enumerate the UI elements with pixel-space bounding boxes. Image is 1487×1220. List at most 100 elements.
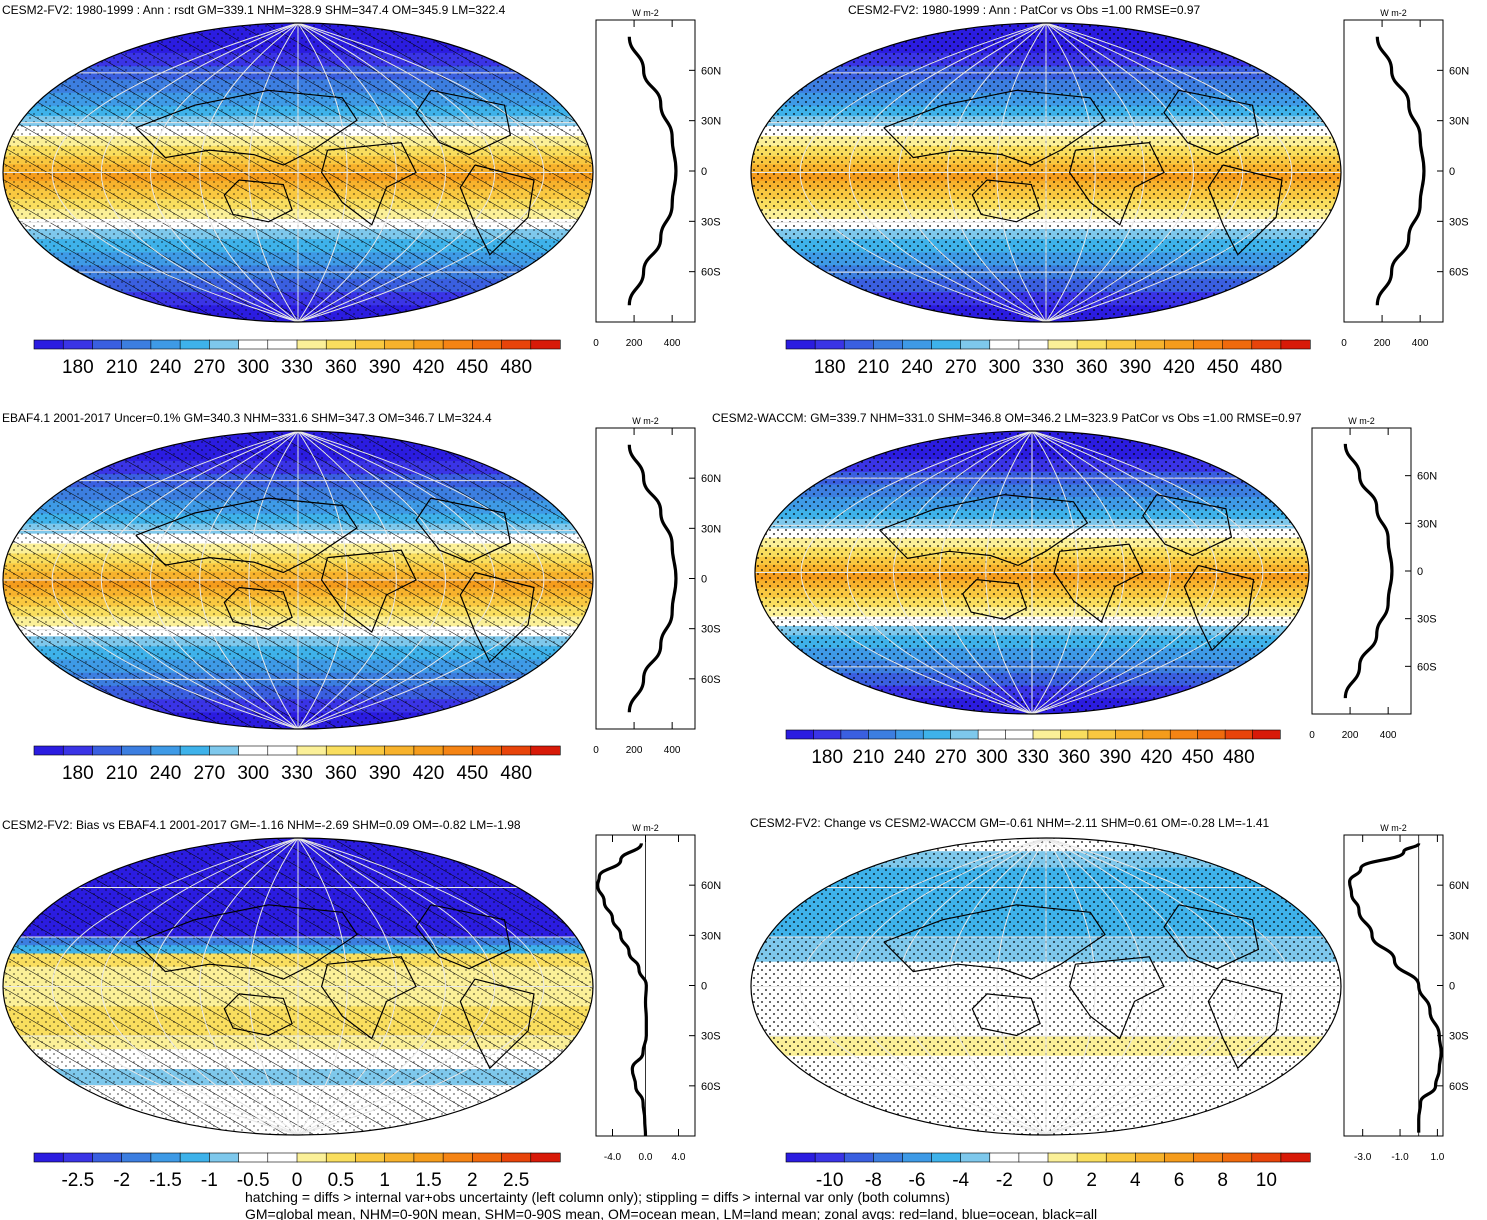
p3-zonal-xlabel: 200 [626, 745, 643, 756]
p6-meridian [947, 838, 1047, 1135]
p6-zonal-ylabel: 30N [1449, 930, 1469, 942]
p2-colorbar-label: 480 [1250, 357, 1282, 378]
p6-colorbar-label: -6 [909, 1170, 926, 1191]
p4-zonal-unit: W m-2 [1348, 416, 1375, 426]
p2-colorbar-box [1280, 339, 1311, 350]
p4-colorbar-box [950, 729, 979, 740]
p4-colorbar-label: 330 [1017, 747, 1049, 768]
p4-map [755, 431, 1309, 714]
p4-map-border [754, 430, 1310, 715]
p5-colorbar-label: -0.5 [237, 1170, 270, 1191]
p1-colorbar-label: 240 [150, 357, 182, 378]
p1-colorbar-box [33, 339, 64, 350]
p4-meridian [1031, 431, 1079, 714]
p5-colorbar-box [209, 1152, 240, 1163]
p4-colorbar-label: 390 [1099, 747, 1131, 768]
p6-zonal-unit: W m-2 [1380, 823, 1407, 833]
p3-meridian [297, 431, 446, 729]
p1-zonal-frame [595, 19, 696, 323]
p3-colorbar-box [472, 745, 503, 756]
p2-zonal-ylabel: 30N [1449, 116, 1469, 128]
p6-zonal-frame [1343, 834, 1444, 1137]
p5-colorbar-box [472, 1152, 503, 1163]
p4-colorbar-label: 270 [935, 747, 967, 768]
p1-colorbar-box [296, 339, 327, 350]
p1-colorbar-label: 180 [62, 357, 94, 378]
p4-colorbar-label: 360 [1058, 747, 1090, 768]
p1-colorbar: 180 210 240 270 300 330 360 390 420 450 480 [33, 339, 561, 378]
p6-meridian [799, 838, 1047, 1135]
p6-zonal-ylabel: 60N [1449, 880, 1469, 892]
p4-meridian [1031, 431, 1125, 714]
p3-meridian [150, 431, 299, 729]
p2-colorbar-box [1222, 339, 1253, 350]
p4-colorbar-box [1032, 729, 1062, 740]
p5-colorbar-box [384, 1152, 415, 1163]
p1-meridian [199, 23, 299, 322]
p1-colorbar-label: 300 [237, 357, 269, 378]
p3-zonal-ylabel: 60N [701, 473, 721, 485]
p6-meridian [1045, 838, 1194, 1135]
p4-colorbar-box [1169, 729, 1199, 740]
p4-coastline [1142, 494, 1233, 557]
p1-colorbar-box [530, 339, 561, 350]
p1-panel: 60N 30N 0 30S 60S 0 200 400 W m-2 180 210 240 270 300… [2, 8, 721, 378]
p5-zonal-ylabel: 30N [701, 930, 721, 942]
p5-coastline [459, 978, 535, 1070]
p1-zonal-xlabel: 200 [626, 338, 643, 349]
p1-meridian [297, 23, 496, 322]
p3-meridian [100, 431, 299, 729]
p3-colorbar-label: 330 [281, 763, 313, 784]
p1-map-border [2, 22, 594, 323]
p4-zonal-ylabel: 30N [1417, 518, 1437, 530]
p6-zonal-xlabel: 1.0 [1430, 1152, 1444, 1163]
p6-colorbar-box [843, 1152, 874, 1163]
p1-meridian [297, 23, 397, 322]
p2-colorbar-box [814, 339, 845, 350]
p2-zonal-xlabel: 0 [1341, 338, 1347, 349]
p6-zonal-xlabel: -1.0 [1391, 1152, 1409, 1163]
p3-coastline [459, 571, 535, 664]
p1-colorbar-label: 270 [193, 357, 225, 378]
p3-meridian [248, 431, 299, 729]
p1-colorbar-box [150, 339, 181, 350]
p4-title: CESM2-WACCM: GM=339.7 NHM=331.0 SHM=346.… [712, 411, 1302, 425]
p2-meridian [1045, 23, 1244, 322]
p5-panel: 60N 30N 0 30S 60S -4.0 0.0 4.0 W m-2 -2.5 -2 -1.5 -1… [2, 823, 721, 1191]
p3-colorbar-box [501, 745, 532, 756]
p5-meridian [297, 838, 545, 1135]
p4-zonal-xlabel: 0 [1309, 730, 1315, 741]
p6-colorbar-box [931, 1152, 962, 1163]
p3-colorbar-box [238, 745, 269, 756]
p6-zonal-ylabel: 0 [1449, 981, 1455, 993]
p4-colorbar-label: 240 [894, 747, 926, 768]
p6-meridian [1045, 838, 1096, 1135]
p6-coastline [1068, 956, 1165, 1040]
p3-meridian [51, 431, 299, 729]
p3-colorbar-label: 480 [500, 763, 532, 784]
p5-colorbar-box [33, 1152, 64, 1163]
p2-colorbar-box [1047, 339, 1078, 350]
footer-line-1: hatching = diffs > internal var+obs unce… [245, 1189, 950, 1205]
p1-colorbar-label: 210 [106, 357, 138, 378]
p5-colorbar-box [501, 1152, 532, 1163]
p1-colorbar-box [355, 339, 386, 350]
p2-colorbar-label: 270 [945, 357, 977, 378]
p2-panel: 60N 30N 0 30S 60S 0 200 400 W m-2 180 210 240 270 300… [750, 8, 1469, 378]
p6-map [751, 838, 1341, 1135]
p4-colorbar-box [922, 729, 952, 740]
p1-colorbar-box [209, 339, 240, 350]
p4-zonal-frame [1311, 427, 1412, 715]
p2-colorbar-box [873, 339, 904, 350]
p2-meridian [1045, 23, 1293, 322]
p6-zonal-xlabel: -3.0 [1354, 1152, 1372, 1163]
p5-meridian [297, 838, 348, 1135]
p1-zonal-plot: 60N 30N 0 30S 60S 0 200 400 W m-2 [593, 8, 721, 349]
p5-colorbar-label: 2 [467, 1170, 478, 1191]
p5-coastline [320, 956, 417, 1040]
p2-zonal-xlabel: 400 [1412, 338, 1429, 349]
p6-colorbar-label: -10 [816, 1170, 843, 1191]
p5-meridian [150, 838, 299, 1135]
p1-colorbar-box [92, 339, 123, 350]
p2-colorbar-label: 390 [1119, 357, 1151, 378]
